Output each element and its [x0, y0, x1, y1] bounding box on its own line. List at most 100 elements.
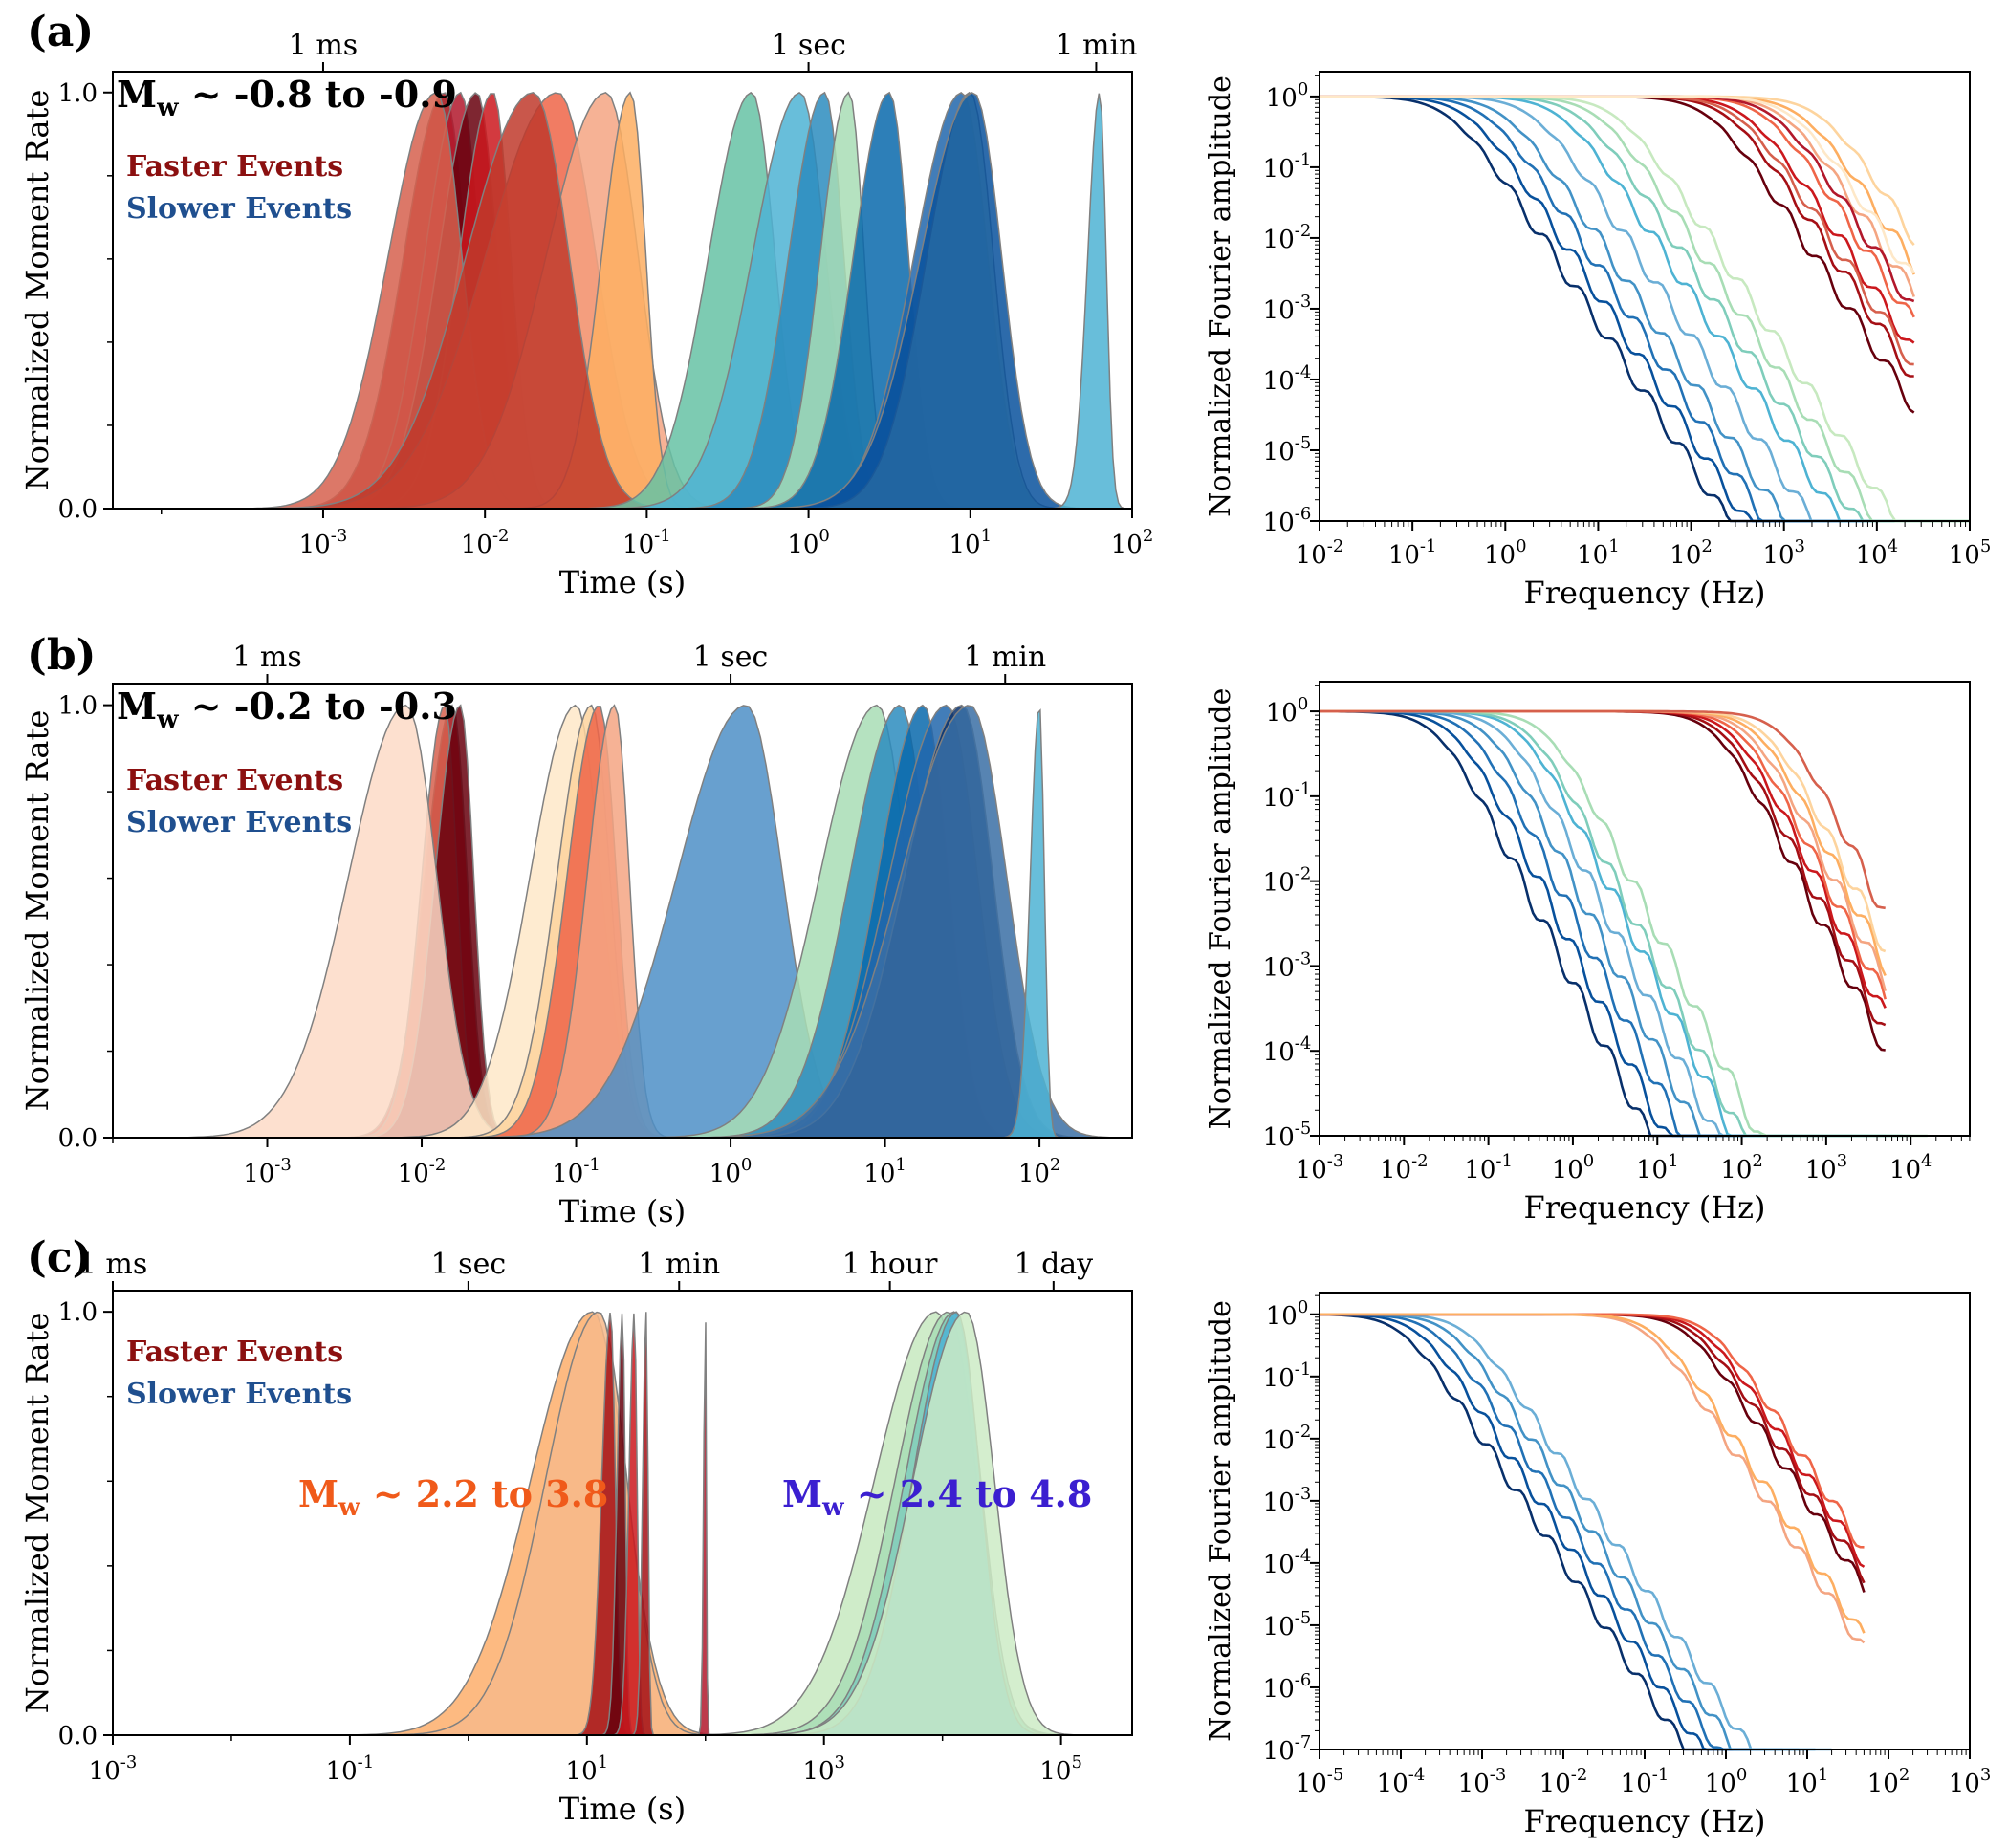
spectrum-slow-4 — [1320, 1313, 1832, 1751]
x-axis-label: Time (s) — [559, 1193, 686, 1229]
spectrum-slow-7 — [1320, 709, 1928, 1138]
panel-b-legend-slower: Slower Events — [126, 806, 352, 839]
y-tick-label: 10-3 — [1263, 1484, 1312, 1517]
top-tick-label: 1 hour — [842, 1248, 938, 1281]
x-tick-label: 100 — [1552, 1151, 1595, 1185]
spectrum-fast-1 — [1320, 1313, 1866, 1584]
panel-b-legend-faster: Faster Events — [126, 764, 343, 797]
x-tick-label: 100 — [709, 1155, 753, 1188]
x-axis-label: Time (s) — [559, 1791, 686, 1827]
x-tick-label: 102 — [1867, 1765, 1910, 1798]
x-tick-label: 10-2 — [398, 1155, 447, 1188]
y-axis-label: Normalized Moment Rate — [19, 1313, 55, 1714]
top-tick-label: 1 min — [964, 641, 1046, 674]
x-tick-label: 104 — [1889, 1151, 1932, 1185]
spectrum-fast-0 — [1320, 95, 1915, 414]
y-tick-label: 10-5 — [1263, 1119, 1312, 1152]
spectrum-fast-3 — [1320, 95, 1915, 318]
y-tick-label: 10-2 — [1263, 221, 1312, 254]
panel-c-legend-slower: Slower Events — [126, 1378, 352, 1411]
panel-c-legend-faster: Faster Events — [126, 1336, 343, 1369]
y-axis-label: Normalized Fourier amplitude — [1204, 1300, 1237, 1742]
x-tick-label: 101 — [566, 1752, 609, 1786]
y-tick-label: 10-3 — [1263, 292, 1312, 325]
x-tick-label: 10-2 — [1539, 1765, 1588, 1798]
y-tick-label: 10-5 — [1263, 1608, 1312, 1641]
x-tick-label: 102 — [1670, 536, 1713, 570]
x-tick-label: 100 — [1705, 1765, 1748, 1798]
spectrum-fast-5 — [1320, 95, 1915, 275]
top-tick-label: 1 ms — [232, 641, 301, 674]
spectrum-slow-0 — [1320, 709, 1818, 1138]
x-tick-label: 10-2 — [1380, 1151, 1429, 1185]
axes-frame — [112, 71, 1133, 510]
top-tick-label: 1 ms — [289, 29, 358, 62]
spectrum-fast-5 — [1320, 1313, 1866, 1634]
spectrum-slow-6 — [1320, 709, 1911, 1138]
x-tick-label: 10-3 — [1296, 1151, 1344, 1185]
panel-a-moment-rate: (a) 0.0 1.0 10-3 10-2 10-1 100 101 102 1 ms 1 sec… — [19, 8, 1153, 600]
x-tick-label: 101 — [1577, 536, 1620, 570]
panel-c-spectra-plot: 10-7 10-6 10-5 10-4 10-3 10-2 10-1 100 10-5 10-4 1… — [1204, 1292, 1992, 1839]
panel-b-spectra: 10-5 10-4 10-3 10-2 10-1 100 10-3 10-2 10-1 100 10… — [1204, 681, 1971, 1226]
x-tick-label: 103 — [1949, 1765, 1992, 1798]
y-axis-label: Normalized Moment Rate — [19, 90, 55, 491]
panel-a-legend-faster: Faster Events — [126, 150, 343, 184]
top-tick-label: 1 sec — [693, 641, 769, 674]
x-tick-label: 10-1 — [552, 1155, 600, 1188]
panel-a-legend-slower: Slower Events — [126, 192, 352, 226]
x-tick-label: 103 — [1805, 1151, 1848, 1185]
axes-frame — [112, 1290, 1133, 1736]
x-tick-label: 10-1 — [1388, 536, 1437, 570]
x-axis-label: Time (s) — [559, 564, 686, 600]
x-axis-label: Frequency (Hz) — [1524, 1189, 1766, 1226]
x-tick-label: 103 — [802, 1752, 845, 1786]
x-tick-label: 101 — [949, 526, 993, 559]
x-tick-label: 101 — [1786, 1765, 1829, 1798]
y-tick-label: 0.0 — [58, 495, 98, 524]
x-tick-label: 10-3 — [89, 1752, 138, 1786]
y-tick-label: 100 — [1266, 694, 1309, 728]
x-tick-label: 102 — [1720, 1151, 1763, 1185]
top-tick-label: 1 sec — [431, 1248, 507, 1281]
y-tick-label: 100 — [1266, 79, 1309, 113]
x-tick-label: 10-2 — [461, 526, 510, 559]
panel-c-mw-slow-annotation: Mw ~ 2.4 to 4.8 — [782, 1472, 1092, 1522]
panel-b-letter: (b) — [27, 631, 96, 680]
x-axis-label: Frequency (Hz) — [1524, 1803, 1766, 1839]
y-tick-label: 1.0 — [58, 79, 98, 108]
panel-c-letter: (c) — [27, 1233, 92, 1282]
x-tick-label: 10-4 — [1377, 1765, 1426, 1798]
x-axis-label: Frequency (Hz) — [1524, 575, 1766, 611]
x-tick-label: 10-3 — [299, 526, 348, 559]
spectrum-slow-2 — [1320, 709, 1852, 1138]
panel-b-plot: 0.0 1.0 10-3 10-2 10-1 100 101 102 1 ms 1 sec 1 mi… — [19, 641, 1133, 1229]
x-tick-label: 10-1 — [622, 526, 671, 559]
top-tick-label: 1 ms — [78, 1248, 147, 1281]
x-tick-label: 100 — [1484, 536, 1527, 570]
panel-a-plot: 0.0 1.0 10-3 10-2 10-1 100 101 102 1 ms 1 sec 1 mi… — [19, 29, 1153, 600]
y-tick-label: 10-4 — [1263, 362, 1312, 396]
x-tick-label: 105 — [1039, 1752, 1082, 1786]
x-tick-label: 10-1 — [1621, 1765, 1670, 1798]
y-tick-label: 10-2 — [1263, 864, 1312, 898]
top-tick-label: 1 sec — [771, 29, 846, 62]
panel-c-plot: 0.0 1.0 10-3 10-1 101 103 105 1 ms 1 sec 1 min 1 h… — [19, 1248, 1133, 1827]
y-tick-label: 10-2 — [1263, 1422, 1312, 1455]
panel-a-spectra: 10-6 10-5 10-4 10-3 10-2 10-1 100 10-2 10-1 100 10… — [1204, 71, 1992, 611]
y-tick-label: 1.0 — [58, 1298, 98, 1327]
y-axis-label: Normalized Moment Rate — [19, 710, 55, 1112]
y-tick-label: 10-5 — [1263, 433, 1312, 467]
spectrum-fast-4 — [1320, 1313, 1866, 1644]
y-tick-label: 10-6 — [1263, 504, 1312, 537]
x-tick-label: 101 — [863, 1155, 906, 1188]
panel-b-spectra-plot: 10-5 10-4 10-3 10-2 10-1 100 10-3 10-2 10-1 100 10… — [1204, 681, 1971, 1226]
panel-c-moment-rate: (c) 0.0 1.0 10-3 10-1 101 103 105 1 ms 1 sec 1 mi… — [19, 1233, 1133, 1827]
x-tick-label: 10-3 — [243, 1155, 292, 1188]
y-tick-label: 10-3 — [1263, 948, 1312, 982]
y-axis-label: Normalized Fourier amplitude — [1204, 688, 1237, 1130]
top-tick-label: 1 min — [1055, 29, 1137, 62]
panel-c-mw-fast-annotation: Mw ~ 2.2 to 3.8 — [298, 1472, 608, 1522]
x-tick-label: 105 — [1949, 536, 1992, 570]
